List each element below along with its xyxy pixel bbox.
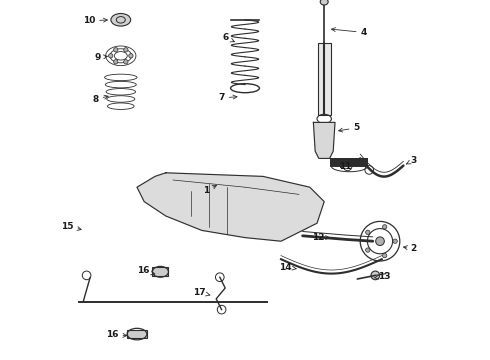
Circle shape <box>376 237 384 246</box>
Circle shape <box>383 225 387 229</box>
Bar <box>318 43 331 115</box>
Circle shape <box>371 271 380 280</box>
Text: 13: 13 <box>374 272 391 281</box>
Text: 10: 10 <box>83 17 107 26</box>
Text: 15: 15 <box>62 222 81 231</box>
Text: 16: 16 <box>106 330 127 339</box>
Circle shape <box>383 253 387 258</box>
Bar <box>127 330 147 338</box>
Text: 8: 8 <box>93 95 108 104</box>
Bar <box>152 267 169 276</box>
Text: 6: 6 <box>222 33 234 42</box>
Circle shape <box>366 230 370 234</box>
Text: 12: 12 <box>312 233 329 242</box>
Text: 16: 16 <box>137 266 155 275</box>
Polygon shape <box>314 122 335 158</box>
Circle shape <box>114 60 118 64</box>
Text: 11: 11 <box>339 162 351 171</box>
Ellipse shape <box>320 0 328 5</box>
Ellipse shape <box>111 14 131 26</box>
Text: 17: 17 <box>193 288 210 297</box>
Polygon shape <box>137 173 324 241</box>
Text: 4: 4 <box>332 28 367 37</box>
Text: 14: 14 <box>279 263 296 272</box>
Text: 9: 9 <box>95 53 107 62</box>
Circle shape <box>123 48 128 52</box>
Text: 1: 1 <box>203 185 217 195</box>
Circle shape <box>109 54 113 58</box>
Text: 7: 7 <box>219 94 237 103</box>
Circle shape <box>129 54 133 58</box>
Text: 3: 3 <box>406 156 417 165</box>
Circle shape <box>114 48 118 52</box>
Text: 2: 2 <box>403 244 417 253</box>
Circle shape <box>393 239 397 243</box>
Circle shape <box>123 60 128 64</box>
Text: 5: 5 <box>339 123 359 132</box>
Circle shape <box>366 248 370 252</box>
